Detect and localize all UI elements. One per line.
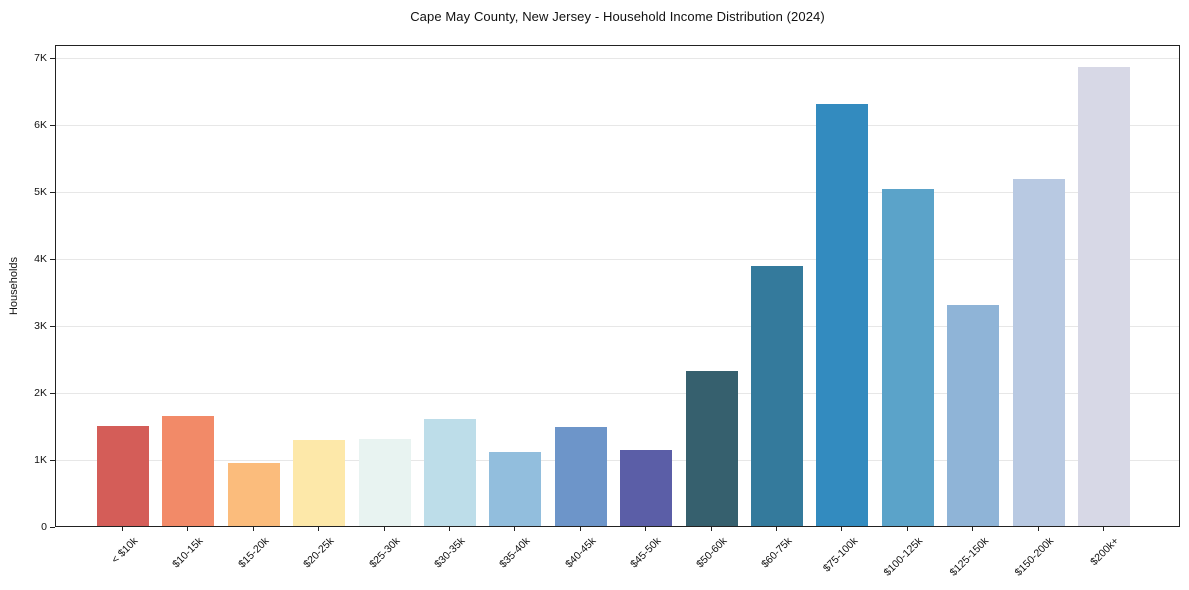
y-tick-mark-3	[50, 325, 55, 327]
chart-title: Cape May County, New Jersey - Household …	[410, 9, 825, 24]
x-tick-mark-5	[449, 527, 450, 531]
gridline-5k	[56, 192, 1179, 194]
y-tick-mark-0	[50, 526, 55, 528]
x-tick-label-0: < $10k	[109, 535, 141, 566]
x-tick-mark-12	[906, 527, 908, 531]
gridline-6k	[56, 125, 1179, 127]
gridline-2k	[56, 393, 1179, 395]
y-tick-label-4: 4K	[34, 252, 47, 265]
x-tick-label-9: $50-60k	[693, 535, 730, 571]
y-tick-mark-5	[50, 191, 55, 193]
gridline-3k	[56, 326, 1179, 328]
x-tick-label-4: $25-30k	[366, 535, 403, 571]
x-tick-label-7: $40-45k	[562, 535, 599, 571]
plot-area	[55, 45, 1180, 527]
y-tick-mark-6	[50, 124, 55, 126]
bar-25-30k	[358, 439, 411, 526]
x-tick-label-13: $125-150k	[947, 535, 991, 579]
bar-200k	[1078, 67, 1130, 526]
y-tick-label-3: 3K	[34, 319, 47, 332]
bar-125-150k	[947, 305, 1000, 526]
x-tick-mark-8	[645, 527, 647, 531]
y-tick-label-7: 7K	[34, 51, 47, 64]
y-tick-mark-1	[50, 459, 55, 461]
gridline-4k	[56, 259, 1179, 261]
gridline-7k	[56, 58, 1179, 60]
y-tick-label-5: 5K	[34, 185, 47, 198]
x-tick-mark-7	[579, 527, 581, 531]
y-tick-mark-2	[50, 392, 55, 394]
bar-30-35k	[424, 418, 476, 526]
x-tick-mark-3	[318, 527, 320, 531]
x-tick-label-10: $60-75k	[759, 535, 795, 571]
x-tick-mark-1	[187, 527, 189, 531]
bar-35-40k	[489, 451, 542, 526]
gridline-1k	[56, 460, 1179, 462]
bar-60-75k	[751, 265, 803, 526]
bar-15-20k	[227, 463, 280, 526]
bar-40-45k	[554, 426, 607, 526]
x-tick-label-12: $100-125k	[881, 535, 926, 579]
y-tick-label-2: 2K	[34, 386, 47, 399]
x-tick-label-8: $45-50k	[628, 535, 664, 571]
y-tick-label-1: 1K	[34, 453, 47, 466]
x-tick-label-2: $15-20k	[235, 535, 272, 571]
y-tick-label-0: 0	[41, 520, 47, 533]
y-tick-mark-4	[50, 258, 55, 260]
bar-150-200k	[1012, 179, 1065, 526]
y-tick-mark-7	[50, 57, 55, 59]
bar-75-100k	[816, 104, 869, 526]
x-tick-mark-15	[1103, 527, 1104, 531]
bar-10k	[97, 425, 149, 526]
x-tick-mark-2	[252, 527, 254, 531]
y-tick-label-6: 6K	[34, 118, 47, 131]
x-tick-label-5: $30-35k	[432, 535, 468, 571]
bar-45-50k	[620, 449, 673, 526]
x-tick-mark-0	[122, 527, 123, 531]
x-tick-label-3: $20-25k	[301, 535, 337, 571]
bar-50-60k	[685, 370, 738, 526]
x-tick-mark-9	[710, 527, 712, 531]
x-tick-mark-11	[841, 527, 843, 531]
x-tick-mark-6	[514, 527, 516, 531]
x-tick-mark-14	[1037, 527, 1039, 531]
x-tick-mark-4	[383, 527, 385, 531]
x-tick-label-1: $10-15k	[170, 535, 206, 571]
x-tick-mark-13	[972, 527, 974, 531]
x-tick-label-11: $75-100k	[820, 535, 860, 575]
x-tick-label-15: $200k+	[1088, 535, 1122, 569]
x-tick-mark-10	[776, 527, 777, 531]
bar-10-15k	[162, 415, 215, 526]
x-tick-label-6: $35-40k	[497, 535, 533, 571]
x-tick-label-14: $150-200k	[1012, 535, 1057, 579]
bar-20-25k	[293, 439, 346, 526]
bar-100-125k	[881, 189, 934, 526]
